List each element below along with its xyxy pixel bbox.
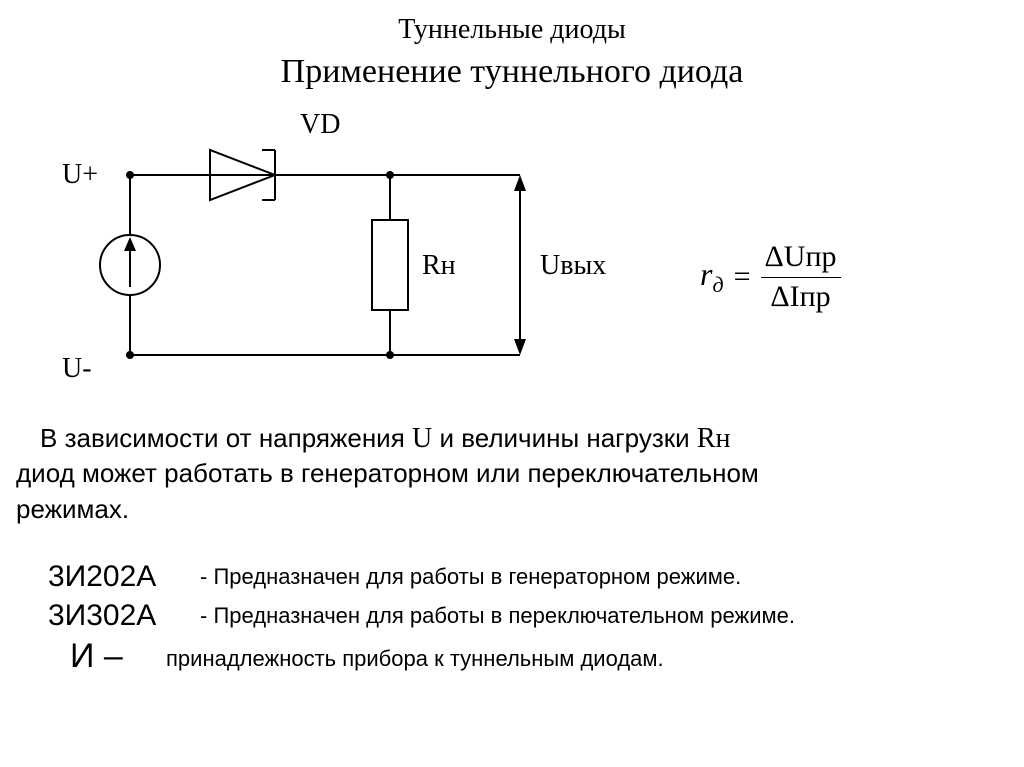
- diode-label: VD: [300, 109, 340, 141]
- para-Rn: Rн: [697, 423, 731, 454]
- legend-desc: принадлежность прибора к туннельным диод…: [166, 644, 664, 674]
- device-2-code: 3И302А: [48, 596, 156, 637]
- formula-lhs: rд: [700, 256, 724, 298]
- formula-r-sub: д: [712, 272, 723, 297]
- u-plus-label: U+: [62, 159, 98, 191]
- equals-sign: =: [734, 260, 751, 294]
- paragraph-line1: В зависимости от напряжения U и величины…: [40, 420, 731, 458]
- formula-numerator: ΔUпр: [761, 240, 841, 278]
- circuit-diagram: VD U+ U- Rн Uвых: [20, 105, 660, 405]
- load-resistor-icon: [372, 220, 408, 310]
- para-U: U: [412, 423, 432, 454]
- page: Туннельные диоды Применение туннельного …: [0, 0, 1024, 767]
- para-prefix: В зависимости от напряжения: [40, 423, 412, 453]
- page-supertitle: Туннельные диоды: [0, 14, 1024, 46]
- device-2-desc: - Предназначен для работы в переключател…: [200, 601, 795, 631]
- formula-r: r: [700, 256, 712, 292]
- uout-label: Uвых: [540, 250, 606, 282]
- paragraph-line2: диод может работать в генераторном или п…: [16, 456, 759, 491]
- device-1-desc: - Предназначен для работы в генераторном…: [200, 562, 741, 592]
- formula-fraction: ΔUпр ΔIпр: [761, 240, 841, 314]
- paragraph-line3: режимах.: [16, 492, 129, 527]
- rn-label: Rн: [422, 250, 456, 282]
- page-title: Применение туннельного диода: [0, 53, 1024, 91]
- legend-symbol: И –: [70, 634, 123, 680]
- u-minus-label: U-: [62, 353, 92, 385]
- para-mid: и величины нагрузки: [432, 423, 697, 453]
- formula: rд = ΔUпр ΔIпр: [700, 240, 841, 314]
- formula-denominator: ΔIпр: [770, 278, 830, 315]
- device-1-code: 3И202А: [48, 557, 156, 598]
